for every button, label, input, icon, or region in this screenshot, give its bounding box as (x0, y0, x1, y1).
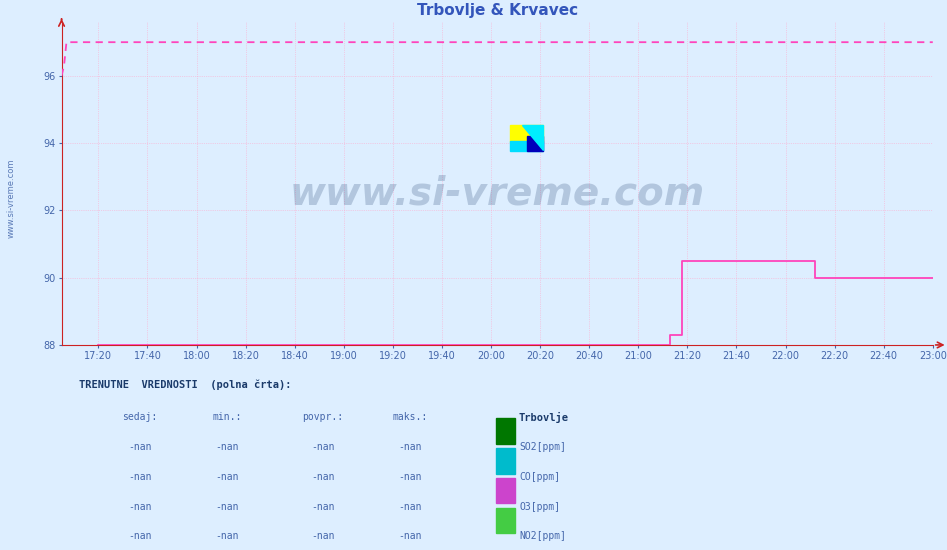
Text: -nan: -nan (128, 472, 152, 482)
Text: -nan: -nan (128, 502, 152, 512)
Text: -nan: -nan (128, 442, 152, 452)
Text: -nan: -nan (312, 442, 334, 452)
Bar (527, 135, 544, 151)
Bar (510, 124, 544, 142)
Polygon shape (522, 124, 544, 150)
Text: TRENUTNE  VREDNOSTI  (polna črta):: TRENUTNE VREDNOSTI (polna črta): (79, 379, 292, 390)
Text: -nan: -nan (312, 472, 334, 482)
Text: Trbovlje: Trbovlje (519, 412, 569, 424)
Text: CO[ppm]: CO[ppm] (520, 472, 561, 482)
Text: -nan: -nan (399, 531, 421, 541)
Text: -nan: -nan (312, 502, 334, 512)
Bar (510, 141, 544, 151)
Bar (496, 448, 515, 474)
Text: -nan: -nan (312, 531, 334, 541)
Text: -nan: -nan (128, 531, 152, 541)
Text: -nan: -nan (399, 472, 421, 482)
Bar (496, 419, 515, 444)
Bar (496, 478, 515, 503)
Text: -nan: -nan (215, 442, 239, 452)
Text: www.si-vreme.com: www.si-vreme.com (290, 174, 705, 212)
Text: -nan: -nan (399, 502, 421, 512)
Text: -nan: -nan (215, 502, 239, 512)
Text: -nan: -nan (215, 531, 239, 541)
Title: Trbovlje & Krvavec: Trbovlje & Krvavec (417, 3, 578, 18)
Bar (496, 508, 515, 533)
Text: -nan: -nan (215, 472, 239, 482)
Text: SO2[ppm]: SO2[ppm] (520, 442, 567, 452)
Text: O3[ppm]: O3[ppm] (520, 502, 561, 512)
Text: povpr.:: povpr.: (302, 412, 344, 422)
Text: NO2[ppm]: NO2[ppm] (520, 531, 567, 541)
Text: -nan: -nan (399, 442, 421, 452)
Text: www.si-vreme.com: www.si-vreme.com (7, 158, 16, 238)
Text: maks.:: maks.: (392, 412, 428, 422)
Text: min.:: min.: (212, 412, 241, 422)
Text: sedaj:: sedaj: (122, 412, 157, 422)
